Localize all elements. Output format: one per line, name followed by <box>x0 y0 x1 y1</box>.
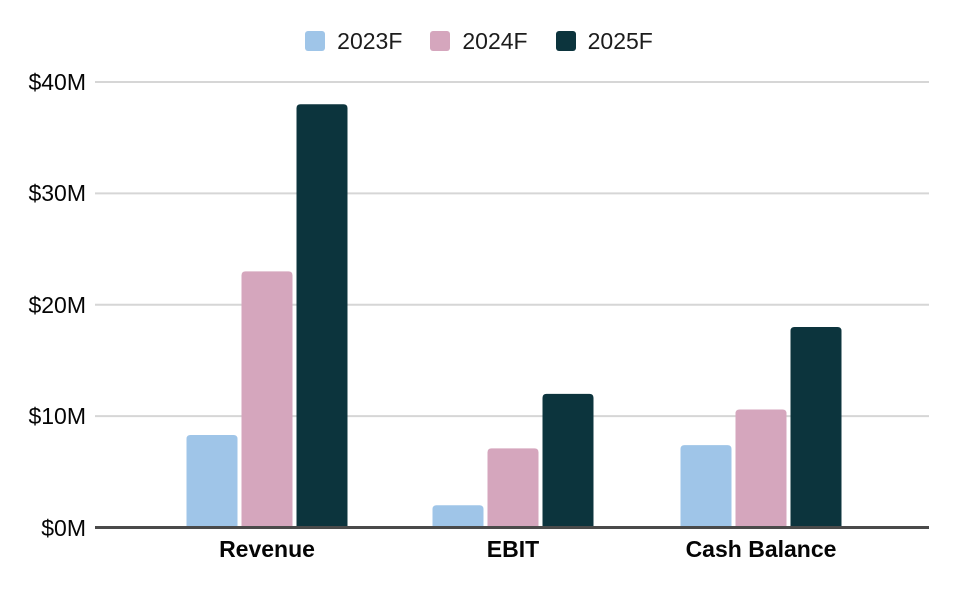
legend-swatch-2024f-icon <box>430 31 451 51</box>
y-axis-tick-0m: $0M <box>41 515 86 541</box>
x-category-label-revenue: Revenue <box>219 536 315 562</box>
legend-label-2023f: 2023F <box>337 27 403 54</box>
legend-item-2024f: 2024F <box>430 27 528 55</box>
x-category-label-cash-balance: Cash Balance <box>685 536 837 562</box>
legend-item-2023f: 2023F <box>305 28 402 55</box>
bar-2024f-cash-balance <box>735 409 787 528</box>
bar-2025f-cash-balance <box>790 327 842 528</box>
chart-legend: 2023F 2024F 2025F <box>0 28 958 54</box>
y-axis-tick-10m: $10M <box>28 403 86 429</box>
legend-label-2024f: 2024F <box>462 27 528 54</box>
bar-2024f-ebit <box>487 448 539 528</box>
y-axis-tick-20m: $20M <box>28 292 86 318</box>
bar-2025f-revenue <box>296 104 348 528</box>
bar-2024f-revenue <box>241 271 293 528</box>
bar-2023f-cash-balance <box>680 445 732 528</box>
y-axis-tick-30m: $30M <box>28 180 86 206</box>
legend-label-2025f: 2025F <box>587 27 653 54</box>
bar-2025f-ebit <box>542 393 594 528</box>
legend-swatch-2025f-icon <box>555 31 576 51</box>
bar-2023f-ebit <box>432 505 484 528</box>
bar-2023f-revenue <box>186 435 238 528</box>
legend-swatch-2023f-icon <box>305 31 326 51</box>
legend-item-2025f: 2025F <box>555 27 653 55</box>
x-category-label-ebit: EBIT <box>486 536 540 562</box>
y-axis-tick-40m: $40M <box>28 69 86 95</box>
